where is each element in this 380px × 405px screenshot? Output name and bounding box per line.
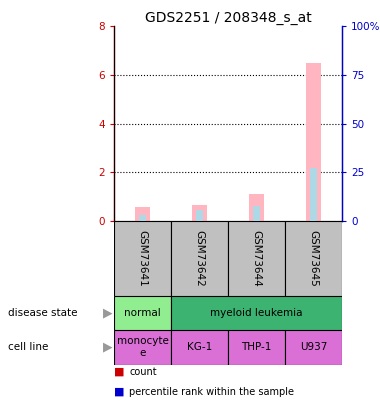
- Bar: [192, 205, 207, 221]
- Title: GDS2251 / 208348_s_at: GDS2251 / 208348_s_at: [145, 11, 311, 25]
- Text: percentile rank within the sample: percentile rank within the sample: [129, 387, 294, 397]
- Bar: [196, 210, 203, 221]
- Text: ▶: ▶: [103, 306, 112, 320]
- Text: myeloid leukemia: myeloid leukemia: [210, 308, 303, 318]
- Bar: [228, 330, 285, 364]
- Text: ■: ■: [114, 367, 125, 377]
- Bar: [310, 168, 317, 221]
- Text: cell line: cell line: [8, 342, 48, 352]
- Bar: [135, 207, 150, 221]
- Text: GSM73642: GSM73642: [195, 230, 204, 287]
- Text: monocyte
e: monocyte e: [117, 337, 168, 358]
- Text: ▶: ▶: [103, 341, 112, 354]
- Bar: [306, 63, 321, 221]
- Bar: [228, 221, 285, 296]
- Bar: [171, 330, 228, 364]
- Text: GSM73641: GSM73641: [138, 230, 147, 287]
- Text: GSM73645: GSM73645: [309, 230, 318, 287]
- Bar: [249, 194, 264, 221]
- Text: THP-1: THP-1: [241, 342, 272, 352]
- Bar: [171, 221, 228, 296]
- Text: count: count: [129, 367, 157, 377]
- Bar: [285, 330, 342, 364]
- Bar: [114, 296, 171, 330]
- Bar: [285, 221, 342, 296]
- Text: U937: U937: [300, 342, 327, 352]
- Text: disease state: disease state: [8, 308, 77, 318]
- Bar: [114, 330, 171, 364]
- Text: ■: ■: [114, 387, 125, 397]
- Text: normal: normal: [124, 308, 161, 318]
- Bar: [139, 215, 146, 221]
- Bar: [253, 206, 260, 221]
- Text: GSM73644: GSM73644: [252, 230, 261, 287]
- Bar: [171, 296, 342, 330]
- Text: KG-1: KG-1: [187, 342, 212, 352]
- Bar: [114, 221, 171, 296]
